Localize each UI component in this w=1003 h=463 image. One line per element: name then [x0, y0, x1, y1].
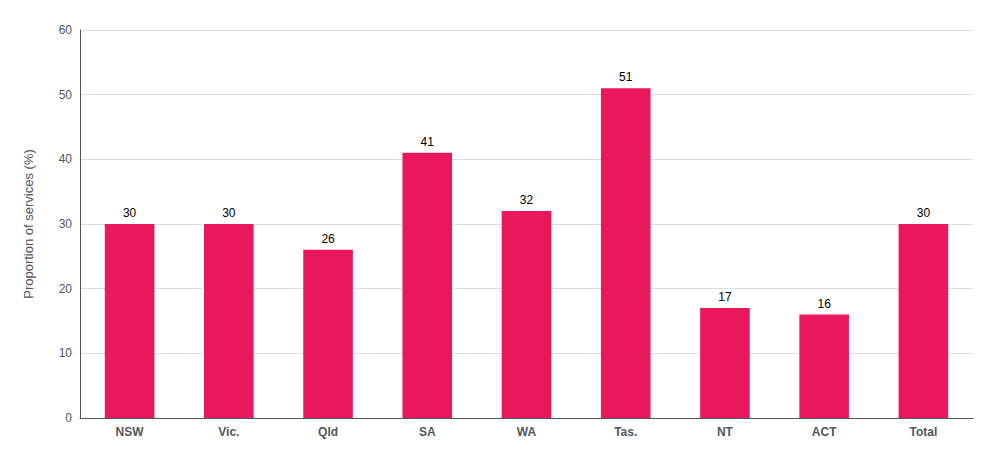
svg-text:16: 16	[817, 297, 831, 311]
svg-text:Qld: Qld	[318, 425, 338, 439]
svg-text:30: 30	[917, 206, 931, 220]
svg-text:40: 40	[59, 152, 73, 166]
svg-text:WA: WA	[517, 425, 537, 439]
svg-text:30: 30	[123, 206, 137, 220]
svg-text:20: 20	[59, 282, 73, 296]
svg-text:17: 17	[718, 290, 732, 304]
svg-text:32: 32	[520, 193, 534, 207]
svg-text:60: 60	[59, 23, 73, 37]
svg-text:NSW: NSW	[116, 425, 145, 439]
svg-text:Tas.: Tas.	[614, 425, 637, 439]
svg-text:50: 50	[59, 88, 73, 102]
svg-text:Vic.: Vic.	[218, 425, 239, 439]
svg-text:10: 10	[59, 346, 73, 360]
svg-text:SA: SA	[419, 425, 436, 439]
svg-text:26: 26	[321, 232, 335, 246]
svg-text:41: 41	[421, 135, 435, 149]
svg-text:30: 30	[222, 206, 236, 220]
svg-text:Proportion of services (%): Proportion of services (%)	[21, 149, 36, 299]
svg-text:ACT: ACT	[812, 425, 837, 439]
svg-text:Total: Total	[909, 425, 937, 439]
svg-text:NT: NT	[717, 425, 734, 439]
svg-text:30: 30	[59, 217, 73, 231]
svg-text:51: 51	[619, 70, 633, 84]
svg-text:0: 0	[65, 411, 72, 425]
